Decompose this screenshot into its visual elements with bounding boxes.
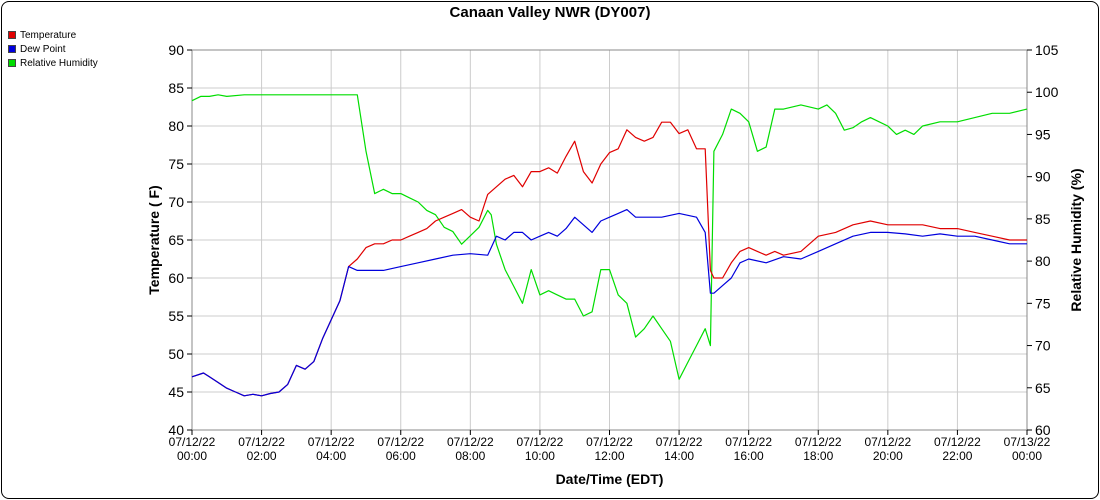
x-tick-time: 20:00 bbox=[873, 449, 903, 463]
x-tick-date: 07/13/22 bbox=[1004, 435, 1051, 449]
right-tick-label: 90 bbox=[1035, 169, 1051, 185]
legend-swatch-relative-humidity bbox=[8, 59, 16, 67]
left-tick-label: 65 bbox=[168, 232, 184, 248]
legend-item-temperature: Temperature bbox=[8, 28, 98, 42]
legend-label-relative-humidity: Relative Humidity bbox=[20, 57, 98, 69]
x-tick-date: 07/12/22 bbox=[864, 435, 911, 449]
left-tick-label: 90 bbox=[168, 42, 184, 58]
x-tick-date: 07/12/22 bbox=[725, 435, 772, 449]
right-tick-label: 65 bbox=[1035, 380, 1051, 396]
x-tick-time: 00:00 bbox=[1012, 449, 1042, 463]
chart-title: Canaan Valley NWR (DY007) bbox=[449, 4, 651, 21]
x-tick-date: 07/12/22 bbox=[934, 435, 981, 449]
left-tick-label: 45 bbox=[168, 384, 184, 400]
x-tick-time: 14:00 bbox=[664, 449, 694, 463]
relative-humidity-line bbox=[191, 94, 1028, 380]
legend-label-temperature: Temperature bbox=[20, 29, 77, 41]
right-tick-label: 80 bbox=[1035, 253, 1051, 269]
legend-swatch-temperature bbox=[8, 31, 16, 39]
x-tick-date: 07/12/22 bbox=[377, 435, 424, 449]
x-tick-date: 07/12/22 bbox=[517, 435, 564, 449]
left-tick-label: 55 bbox=[168, 308, 184, 324]
x-tick-time: 18:00 bbox=[803, 449, 833, 463]
right-tick-label: 70 bbox=[1035, 338, 1051, 354]
x-tick-date: 07/12/22 bbox=[795, 435, 842, 449]
dew-point-line bbox=[191, 209, 1027, 397]
x-tick-date: 07/12/22 bbox=[169, 435, 216, 449]
x-tick-time: 16:00 bbox=[734, 449, 764, 463]
x-tick-date: 07/12/22 bbox=[586, 435, 633, 449]
left-tick-label: 40 bbox=[168, 422, 184, 438]
left-tick-label: 80 bbox=[168, 118, 184, 134]
right-tick-label: 60 bbox=[1035, 422, 1051, 438]
right-tick-label: 75 bbox=[1035, 295, 1051, 311]
left-tick-label: 50 bbox=[168, 346, 184, 362]
right-tick-label: 100 bbox=[1035, 84, 1059, 100]
legend: Temperature Dew Point Relative Humidity bbox=[8, 28, 98, 70]
right-tick-label: 105 bbox=[1035, 42, 1059, 58]
right-tick-label: 95 bbox=[1035, 126, 1051, 142]
legend-item-relative-humidity: Relative Humidity bbox=[8, 56, 98, 70]
legend-item-dew-point: Dew Point bbox=[8, 42, 98, 56]
x-tick-time: 12:00 bbox=[594, 449, 624, 463]
x-tick-time: 00:00 bbox=[177, 449, 207, 463]
x-tick-time: 10:00 bbox=[525, 449, 555, 463]
left-tick-label: 85 bbox=[168, 80, 184, 96]
x-tick-time: 04:00 bbox=[316, 449, 346, 463]
legend-swatch-dew-point bbox=[8, 45, 16, 53]
x-tick-time: 22:00 bbox=[942, 449, 972, 463]
y-axis-label-left: Temperature ( F) bbox=[146, 185, 162, 294]
y-axis-label-right: Relative Humidity (%) bbox=[1068, 168, 1084, 311]
x-tick-date: 07/12/22 bbox=[308, 435, 355, 449]
left-tick-label: 60 bbox=[168, 270, 184, 286]
x-axis-label: Date/Time (EDT) bbox=[556, 471, 664, 487]
x-tick-time: 06:00 bbox=[386, 449, 416, 463]
x-tick-time: 08:00 bbox=[455, 449, 485, 463]
x-tick-time: 02:00 bbox=[247, 449, 277, 463]
left-tick-label: 70 bbox=[168, 194, 184, 210]
x-tick-date: 07/12/22 bbox=[238, 435, 285, 449]
x-tick-date: 07/12/22 bbox=[656, 435, 703, 449]
x-tick-date: 07/12/22 bbox=[447, 435, 494, 449]
legend-label-dew-point: Dew Point bbox=[20, 43, 66, 55]
right-tick-label: 85 bbox=[1035, 211, 1051, 227]
left-tick-label: 75 bbox=[168, 156, 184, 172]
